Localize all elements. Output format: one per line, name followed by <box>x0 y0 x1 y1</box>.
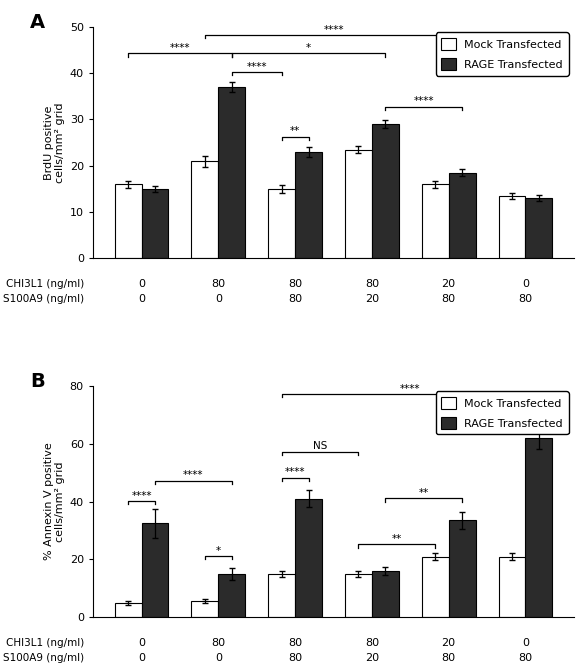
Text: *: * <box>306 43 311 53</box>
Text: 0: 0 <box>215 295 222 304</box>
Bar <box>268 189 295 258</box>
Text: ****: **** <box>285 468 305 478</box>
Bar <box>449 172 476 258</box>
Text: 80: 80 <box>211 638 226 648</box>
Text: ****: **** <box>183 470 204 480</box>
Bar <box>142 189 168 258</box>
Text: ****: **** <box>515 407 536 417</box>
Text: 80: 80 <box>211 279 226 289</box>
Bar <box>295 499 322 617</box>
Text: S100A9 (ng/ml): S100A9 (ng/ml) <box>3 295 84 304</box>
Bar <box>218 87 245 258</box>
Text: ****: **** <box>400 384 420 393</box>
Bar <box>295 152 322 258</box>
Text: B: B <box>30 372 45 391</box>
Text: 0: 0 <box>215 653 222 663</box>
Text: 0: 0 <box>522 638 529 648</box>
Legend: Mock Transfected, RAGE Transfected: Mock Transfected, RAGE Transfected <box>436 391 568 434</box>
Text: ****: **** <box>170 43 190 53</box>
Text: A: A <box>30 13 45 32</box>
Text: 80: 80 <box>288 653 302 663</box>
Text: *: * <box>216 546 221 556</box>
Text: 80: 80 <box>365 638 379 648</box>
Bar <box>142 523 168 617</box>
Text: ****: **** <box>246 62 267 72</box>
Text: 80: 80 <box>441 653 456 663</box>
Text: 80: 80 <box>288 279 302 289</box>
Bar <box>218 574 245 617</box>
Text: S100A9 (ng/ml): S100A9 (ng/ml) <box>3 653 84 663</box>
Text: 0: 0 <box>138 653 145 663</box>
Text: ****: **** <box>414 97 434 107</box>
Bar <box>372 571 399 617</box>
Bar <box>372 124 399 258</box>
Text: 20: 20 <box>365 295 379 304</box>
Text: 0: 0 <box>138 279 145 289</box>
Text: 80: 80 <box>519 653 532 663</box>
Bar <box>449 520 476 617</box>
Text: 20: 20 <box>365 653 379 663</box>
Text: **: ** <box>290 127 300 136</box>
Y-axis label: BrdU positive
cells/mm² grid: BrdU positive cells/mm² grid <box>44 103 66 183</box>
Text: 0: 0 <box>138 638 145 648</box>
Text: 20: 20 <box>441 279 456 289</box>
Bar <box>499 556 525 617</box>
Text: 80: 80 <box>288 295 302 304</box>
Text: 0: 0 <box>138 295 145 304</box>
Text: ****: **** <box>323 25 344 35</box>
Bar <box>525 438 552 617</box>
Bar <box>191 601 218 617</box>
Text: **: ** <box>392 534 402 544</box>
Bar <box>525 198 552 258</box>
Text: 80: 80 <box>441 295 456 304</box>
Bar <box>345 150 372 258</box>
Bar <box>268 574 295 617</box>
Bar <box>422 185 449 258</box>
Bar <box>115 603 142 617</box>
Text: 80: 80 <box>365 279 379 289</box>
Bar <box>422 556 449 617</box>
Text: 0: 0 <box>522 279 529 289</box>
Bar <box>345 574 372 617</box>
Text: 20: 20 <box>441 638 456 648</box>
Text: NS: NS <box>313 442 327 452</box>
Legend: Mock Transfected, RAGE Transfected: Mock Transfected, RAGE Transfected <box>436 32 568 76</box>
Text: **: ** <box>419 488 429 498</box>
Text: 80: 80 <box>519 295 532 304</box>
Text: 80: 80 <box>288 638 302 648</box>
Bar <box>115 185 142 258</box>
Bar <box>499 196 525 258</box>
Bar <box>191 161 218 258</box>
Y-axis label: % Annexin V positive
cells/mm² grid: % Annexin V positive cells/mm² grid <box>44 443 66 560</box>
Text: ****: **** <box>131 491 152 501</box>
Text: CHI3L1 (ng/ml): CHI3L1 (ng/ml) <box>6 279 84 289</box>
Text: CHI3L1 (ng/ml): CHI3L1 (ng/ml) <box>6 638 84 648</box>
